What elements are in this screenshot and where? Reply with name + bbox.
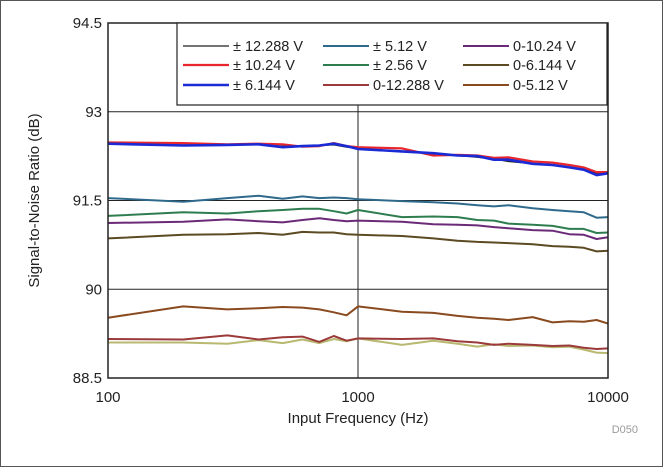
legend-label: 0-6.144 V [513, 58, 576, 74]
series-line [107, 194, 609, 219]
x-tick-label: 1000 [341, 389, 374, 406]
series-line [108, 337, 609, 355]
series-line [107, 217, 609, 240]
y-axis-label: Signal-to-Noise Ratio (dB) [26, 113, 43, 287]
series-line [107, 230, 609, 253]
y-tick-label: 91.5 [73, 193, 102, 210]
y-tick-label: 94.5 [73, 15, 102, 32]
series-lines [107, 141, 609, 355]
legend-label: ± 12.288 V [233, 39, 303, 55]
series-line [107, 207, 609, 234]
y-tick-labels: 88.5 90 91.5 93 94.5 [73, 15, 102, 387]
legend-label: 0-5.12 V [513, 78, 568, 94]
legend-label: ± 2.56 V [373, 58, 427, 74]
legend-label: ± 10.24 V [233, 58, 295, 74]
x-tick-labels: 100 1000 10000 [95, 389, 628, 406]
series-line [107, 305, 609, 325]
legend-label: 0-12.288 V [373, 78, 444, 94]
legend-label: ± 6.144 V [233, 78, 295, 94]
y-tick-label: 93 [85, 104, 102, 121]
series-line [107, 142, 609, 177]
y-tick-label: 88.5 [73, 370, 102, 387]
legend-label: 0-10.24 V [513, 39, 576, 55]
x-tick-label: 10000 [587, 389, 629, 406]
x-tick-label: 100 [95, 389, 120, 406]
legend-box [176, 22, 608, 106]
legend-label: ± 5.12 V [373, 39, 427, 55]
legend: ± 12.288 V ± 5.12 V 0-10.24 V ± 10.24 V ± 2.… [176, 22, 608, 106]
y-tick-label: 90 [85, 281, 102, 298]
figure-id-label: D050 [612, 424, 638, 436]
x-axis-label: Input Frequency (Hz) [288, 410, 429, 427]
series-line [107, 334, 609, 350]
